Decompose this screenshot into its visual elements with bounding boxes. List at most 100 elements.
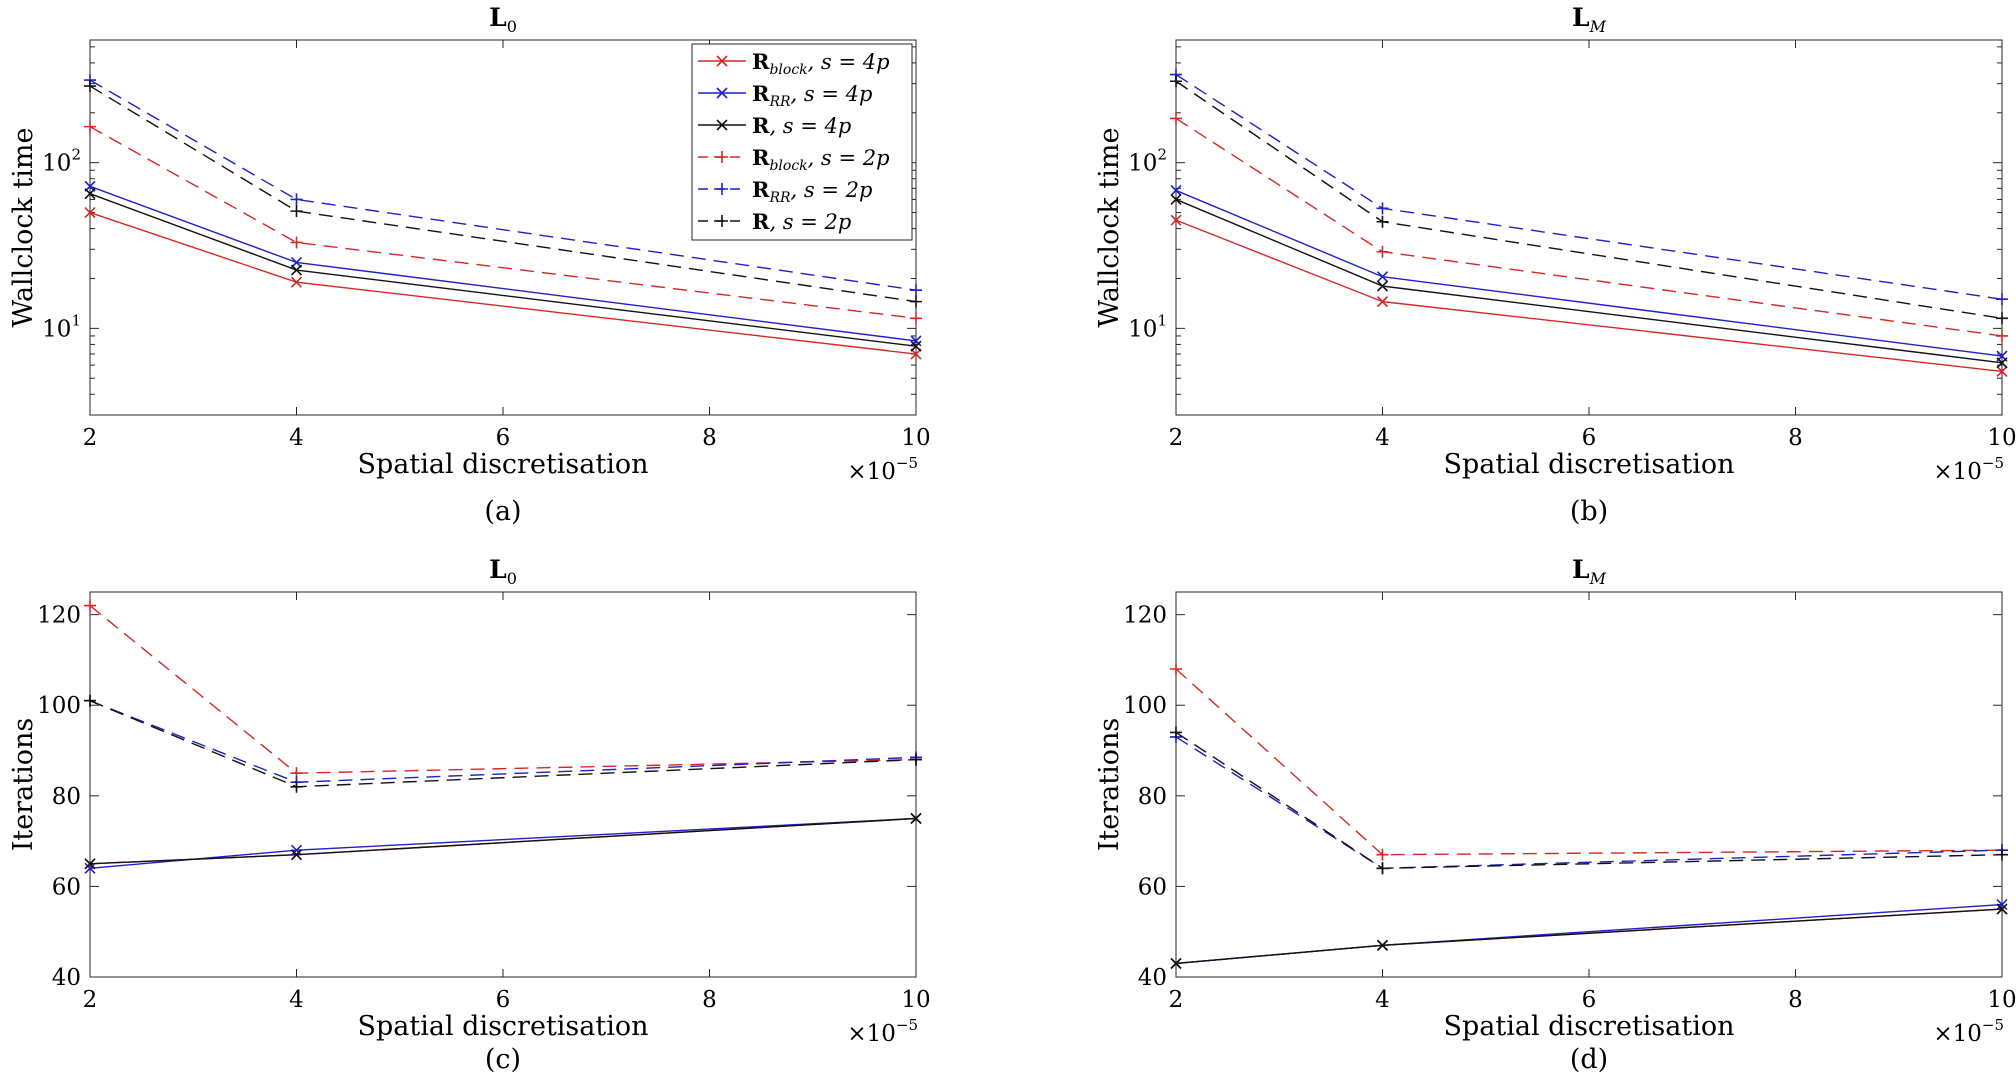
data-point bbox=[1376, 245, 1389, 258]
data-point bbox=[84, 862, 96, 874]
series-5 bbox=[84, 694, 922, 789]
data-point bbox=[1170, 663, 1182, 675]
x-multiplier: ×10−5 bbox=[1933, 1016, 2004, 1047]
y-axis-label: Iterations bbox=[8, 718, 39, 851]
series-line bbox=[1175, 731, 2003, 869]
legend-swatch-marker bbox=[716, 87, 728, 99]
x-axis-label: Spatial discretisation bbox=[1443, 1011, 1734, 1042]
data-point bbox=[290, 205, 303, 218]
y-axis-label: Wallclock time bbox=[1094, 128, 1125, 328]
series-4 bbox=[84, 120, 922, 325]
legend-label: Rblock, s = 2p bbox=[752, 145, 890, 174]
y-tick-label: 100 bbox=[1123, 693, 1167, 719]
x-tick-label: 10 bbox=[1987, 425, 2016, 451]
series-2 bbox=[1170, 184, 2008, 362]
x-tick-label: 8 bbox=[1788, 987, 1803, 1013]
data-point bbox=[1170, 112, 1182, 125]
data-point bbox=[84, 599, 96, 612]
data-point bbox=[84, 120, 96, 133]
axes-box bbox=[1175, 591, 2003, 978]
panel-b: 2 4 6 8 10 101 102 LM Spatial discretisation Wall… bbox=[1094, 3, 2016, 527]
series-line bbox=[89, 126, 917, 320]
series-1 bbox=[84, 812, 922, 870]
data-point bbox=[910, 753, 922, 766]
data-point bbox=[1996, 293, 2008, 306]
x-tick-label: 2 bbox=[1169, 425, 1184, 451]
series-line bbox=[89, 79, 917, 291]
panel-title: LM bbox=[1572, 555, 1607, 588]
series-2 bbox=[1170, 898, 2008, 969]
series-line bbox=[1175, 198, 2003, 364]
data-point bbox=[1376, 271, 1389, 283]
series-line bbox=[1175, 189, 2003, 357]
data-point bbox=[1376, 296, 1389, 308]
data-point bbox=[290, 780, 303, 793]
legend-entry-4: Rblock, s = 2p bbox=[698, 145, 890, 174]
data-point bbox=[290, 276, 303, 288]
data-point bbox=[910, 812, 922, 825]
x-tick-label: 2 bbox=[1169, 987, 1184, 1013]
legend-label: RRR, s = 4p bbox=[752, 81, 872, 110]
x-multiplier: ×10−5 bbox=[1933, 454, 2004, 485]
series-1 bbox=[1170, 903, 2008, 969]
series-6 bbox=[84, 694, 922, 793]
data-point bbox=[1996, 365, 2008, 377]
data-point bbox=[910, 335, 922, 347]
panel-title: L0 bbox=[489, 3, 517, 36]
y-tick-label: 40 bbox=[52, 965, 81, 991]
panel-title: L0 bbox=[489, 555, 517, 588]
series-line bbox=[1175, 908, 2003, 965]
data-point bbox=[1996, 329, 2008, 342]
series-6 bbox=[84, 80, 922, 308]
data-point bbox=[1996, 903, 2008, 915]
series-line bbox=[1175, 903, 2003, 965]
legend-swatch-marker bbox=[716, 183, 728, 195]
x-tick-label: 6 bbox=[496, 425, 511, 451]
series-line bbox=[89, 700, 917, 783]
legend: Rblock, s = 4p RRR, s = 4p R, s = 4p Rblock… bbox=[691, 43, 913, 241]
y-tick-label: 60 bbox=[1138, 874, 1167, 900]
x-tick-label: 8 bbox=[702, 987, 717, 1013]
series-2 bbox=[84, 812, 922, 874]
legend-label: RRR, s = 2p bbox=[752, 177, 872, 206]
legend-box bbox=[691, 43, 913, 241]
data-point bbox=[1170, 214, 1182, 226]
data-point bbox=[290, 264, 303, 276]
data-point bbox=[290, 844, 303, 856]
y-axis-label: Iterations bbox=[1094, 718, 1125, 851]
panel-a: 2 4 6 8 10 101 102 L0 Spatial discretisation Wall… bbox=[8, 3, 931, 527]
data-point bbox=[1376, 862, 1389, 875]
data-point bbox=[1996, 848, 2008, 861]
series-3 bbox=[84, 188, 922, 352]
panel-caption: (c) bbox=[485, 1044, 521, 1075]
data-point bbox=[1376, 848, 1389, 861]
y-tick-label: 120 bbox=[37, 603, 81, 629]
data-point bbox=[1376, 280, 1389, 292]
x-tick-label: 2 bbox=[83, 425, 98, 451]
data-point bbox=[1376, 939, 1389, 951]
x-axis-label: Spatial discretisation bbox=[357, 1011, 648, 1042]
legend-entry-3: R, s = 4p bbox=[698, 113, 851, 138]
data-point bbox=[1996, 312, 2008, 325]
data-point bbox=[910, 295, 922, 308]
series-3 bbox=[1170, 193, 2008, 369]
panel-caption: (b) bbox=[1570, 496, 1608, 527]
series-4 bbox=[84, 599, 922, 780]
y-tick-label: 60 bbox=[52, 874, 81, 900]
axes-box bbox=[89, 591, 917, 978]
x-multiplier: ×10−5 bbox=[847, 1016, 918, 1047]
legend-entry-5: RRR, s = 2p bbox=[698, 177, 872, 206]
series-line bbox=[1175, 736, 2003, 870]
y-axis-label: Wallclock time bbox=[8, 128, 39, 328]
data-point bbox=[290, 849, 303, 861]
x-tick-label: 8 bbox=[702, 425, 717, 451]
x-tick-label: 10 bbox=[901, 987, 930, 1013]
series-line bbox=[1175, 74, 2003, 300]
series-6 bbox=[1170, 75, 2008, 325]
x-axis-label: Spatial discretisation bbox=[1443, 449, 1734, 480]
x-tick-label: 6 bbox=[1582, 987, 1597, 1013]
legend-swatch-marker bbox=[716, 55, 728, 67]
data-point bbox=[84, 80, 96, 93]
series-3 bbox=[1170, 903, 2008, 969]
